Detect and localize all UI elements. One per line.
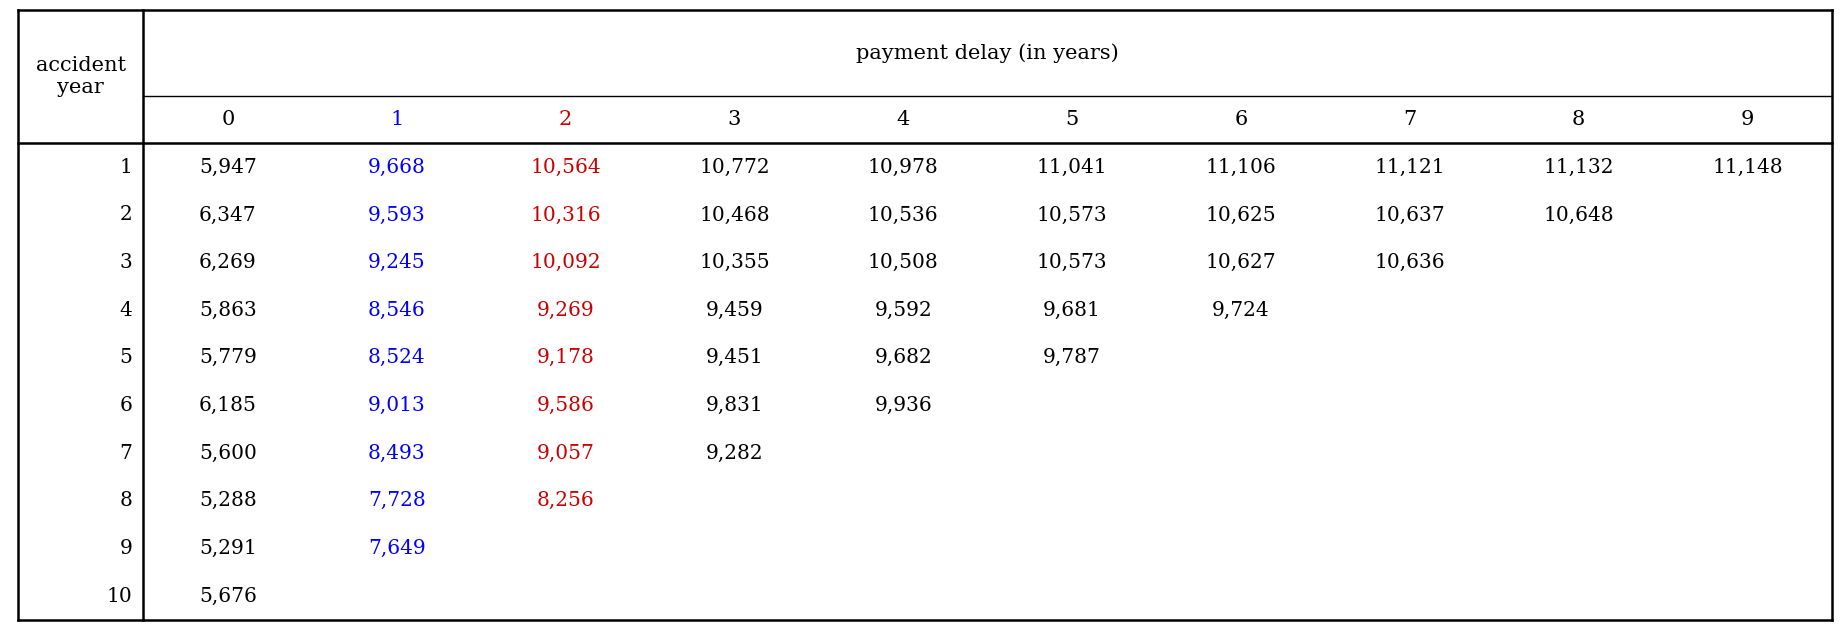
- Text: 5: 5: [1066, 110, 1079, 129]
- Text: 10,468: 10,468: [699, 205, 769, 224]
- Text: 5,779: 5,779: [199, 348, 256, 367]
- Text: 9,013: 9,013: [367, 396, 426, 415]
- Text: 9,936: 9,936: [874, 396, 931, 415]
- Text: 5,676: 5,676: [199, 587, 256, 605]
- Text: 10,625: 10,625: [1206, 205, 1276, 224]
- Text: 10,637: 10,637: [1374, 205, 1446, 224]
- Text: 9,586: 9,586: [537, 396, 594, 415]
- Text: 5,863: 5,863: [199, 301, 256, 320]
- Text: 2: 2: [120, 205, 133, 224]
- Text: 9,057: 9,057: [537, 444, 594, 462]
- Text: 2: 2: [559, 110, 572, 129]
- Text: 11,041: 11,041: [1036, 158, 1108, 177]
- Text: 6,269: 6,269: [199, 253, 256, 272]
- Text: 5,288: 5,288: [199, 491, 256, 510]
- Text: 0: 0: [221, 110, 234, 129]
- Text: 7,728: 7,728: [367, 491, 426, 510]
- Text: 1: 1: [389, 110, 404, 129]
- Text: 9,592: 9,592: [874, 301, 931, 320]
- Text: 10: 10: [107, 587, 133, 605]
- Text: 10,508: 10,508: [869, 253, 939, 272]
- Text: 5: 5: [120, 348, 133, 367]
- Text: 10,772: 10,772: [699, 158, 769, 177]
- Text: 9: 9: [1741, 110, 1754, 129]
- Text: 8: 8: [1573, 110, 1586, 129]
- Text: 1: 1: [120, 158, 133, 177]
- Text: accident
year: accident year: [35, 56, 125, 97]
- Text: 9,593: 9,593: [367, 205, 426, 224]
- Text: 8,546: 8,546: [367, 301, 426, 320]
- Text: 7: 7: [1403, 110, 1416, 129]
- Text: 3: 3: [728, 110, 741, 129]
- Text: 3: 3: [120, 253, 133, 272]
- Text: 9,178: 9,178: [537, 348, 594, 367]
- Text: 6,185: 6,185: [199, 396, 256, 415]
- Text: 9,245: 9,245: [367, 253, 426, 272]
- Text: 8,524: 8,524: [367, 348, 426, 367]
- Text: 11,106: 11,106: [1206, 158, 1276, 177]
- Text: 5,947: 5,947: [199, 158, 256, 177]
- Text: 10,564: 10,564: [531, 158, 601, 177]
- Text: 10,648: 10,648: [1543, 205, 1614, 224]
- Text: 9,459: 9,459: [706, 301, 763, 320]
- Text: 9,682: 9,682: [874, 348, 931, 367]
- Text: 9,451: 9,451: [706, 348, 763, 367]
- Text: 8: 8: [120, 491, 133, 510]
- Text: 8,493: 8,493: [367, 444, 426, 462]
- Text: 5,291: 5,291: [199, 539, 256, 558]
- Text: 10,536: 10,536: [869, 205, 939, 224]
- Text: 10,316: 10,316: [531, 205, 601, 224]
- Text: 10,355: 10,355: [699, 253, 769, 272]
- Text: 9,681: 9,681: [1044, 301, 1101, 320]
- Text: 6: 6: [120, 396, 133, 415]
- Text: 6: 6: [1234, 110, 1248, 129]
- Text: 9,831: 9,831: [706, 396, 763, 415]
- Text: 9,282: 9,282: [706, 444, 763, 462]
- Text: 10,636: 10,636: [1374, 253, 1446, 272]
- Text: payment delay (in years): payment delay (in years): [856, 43, 1119, 63]
- Text: 10,627: 10,627: [1206, 253, 1276, 272]
- Text: 7: 7: [120, 444, 133, 462]
- Text: 10,978: 10,978: [869, 158, 939, 177]
- Text: 10,573: 10,573: [1036, 253, 1108, 272]
- Text: 4: 4: [120, 301, 133, 320]
- Text: 9,269: 9,269: [537, 301, 594, 320]
- Text: 9: 9: [120, 539, 133, 558]
- Text: 7,649: 7,649: [367, 539, 426, 558]
- Text: 11,121: 11,121: [1374, 158, 1446, 177]
- Text: 10,092: 10,092: [531, 253, 601, 272]
- Text: 9,668: 9,668: [367, 158, 426, 177]
- Text: 11,148: 11,148: [1713, 158, 1783, 177]
- Text: 11,132: 11,132: [1543, 158, 1614, 177]
- Text: 9,787: 9,787: [1044, 348, 1101, 367]
- Text: 6,347: 6,347: [199, 205, 256, 224]
- Text: 8,256: 8,256: [537, 491, 594, 510]
- Text: 5,600: 5,600: [199, 444, 256, 462]
- Text: 4: 4: [896, 110, 909, 129]
- Text: 9,724: 9,724: [1212, 301, 1271, 320]
- Text: 10,573: 10,573: [1036, 205, 1108, 224]
